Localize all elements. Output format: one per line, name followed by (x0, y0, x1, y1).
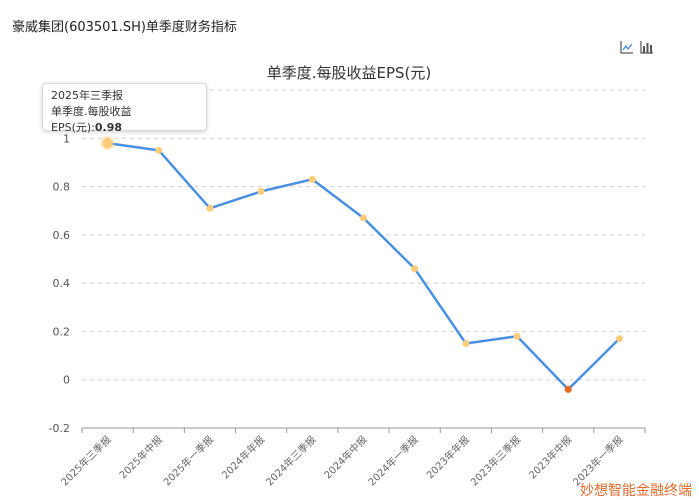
data-point[interactable] (462, 340, 470, 347)
data-point[interactable] (513, 332, 521, 340)
grid-lines (82, 89, 645, 429)
x-tick-label: 2024年三季报 (263, 433, 318, 488)
y-axis: -0.2 0 0.2 0.4 0.6 0.8 1 (49, 132, 70, 435)
page-title: 豪威集团(603501.SH)单季度财务指标 (12, 20, 237, 35)
y-tick-label: 0.2 (53, 325, 71, 338)
data-point[interactable] (102, 138, 113, 149)
data-point[interactable] (206, 204, 214, 212)
tooltip-period: 2025年三季报 (51, 89, 123, 102)
x-tick-label: 2025年三季报 (58, 433, 113, 488)
x-tick-label: 2024年一季报 (365, 433, 420, 488)
bar-chart-icon[interactable] (640, 40, 654, 54)
x-tick-label: 2024年中报 (321, 433, 369, 481)
y-tick-label: 0.8 (53, 181, 71, 194)
x-tick-label: 2023年三季报 (468, 433, 523, 488)
chart-toolbar (620, 40, 654, 54)
x-tick-label: 2023年中报 (526, 433, 574, 481)
series-line-path (107, 141, 621, 391)
x-tick-label: 2024年年报 (219, 433, 267, 481)
series-line (107, 141, 621, 391)
data-point[interactable] (411, 265, 419, 273)
line-chart-icon[interactable] (620, 40, 634, 54)
data-point[interactable] (615, 335, 623, 343)
data-point[interactable] (564, 385, 572, 393)
y-tick-label: -0.2 (49, 422, 70, 435)
x-tick-label: 2025年中报 (116, 433, 164, 481)
data-point[interactable] (360, 214, 367, 222)
x-tick-label: 2023年年报 (424, 433, 472, 481)
data-points (100, 136, 623, 393)
tooltip-label: 单季度.每股收益EPS(元): (51, 105, 132, 134)
data-point[interactable] (308, 175, 316, 183)
tooltip-row: 单季度.每股收益EPS(元):0.98 (51, 104, 198, 136)
y-tick-label: 1 (63, 132, 70, 145)
x-tick-label: 2025年一季报 (161, 433, 216, 488)
y-tick-label: 0.4 (53, 277, 71, 290)
watermark: 妙想智能金融终端 (580, 483, 692, 499)
tooltip-value: 0.98 (94, 121, 122, 134)
y-tick-label: 0.6 (53, 229, 71, 242)
data-point[interactable] (155, 146, 163, 154)
data-point[interactable] (257, 187, 265, 195)
tooltip: 2025年三季报 单季度.每股收益EPS(元):0.98 (42, 83, 207, 134)
y-tick-label: 0 (63, 374, 70, 387)
chart-title: 单季度.每股收益EPS(元) (267, 64, 432, 82)
